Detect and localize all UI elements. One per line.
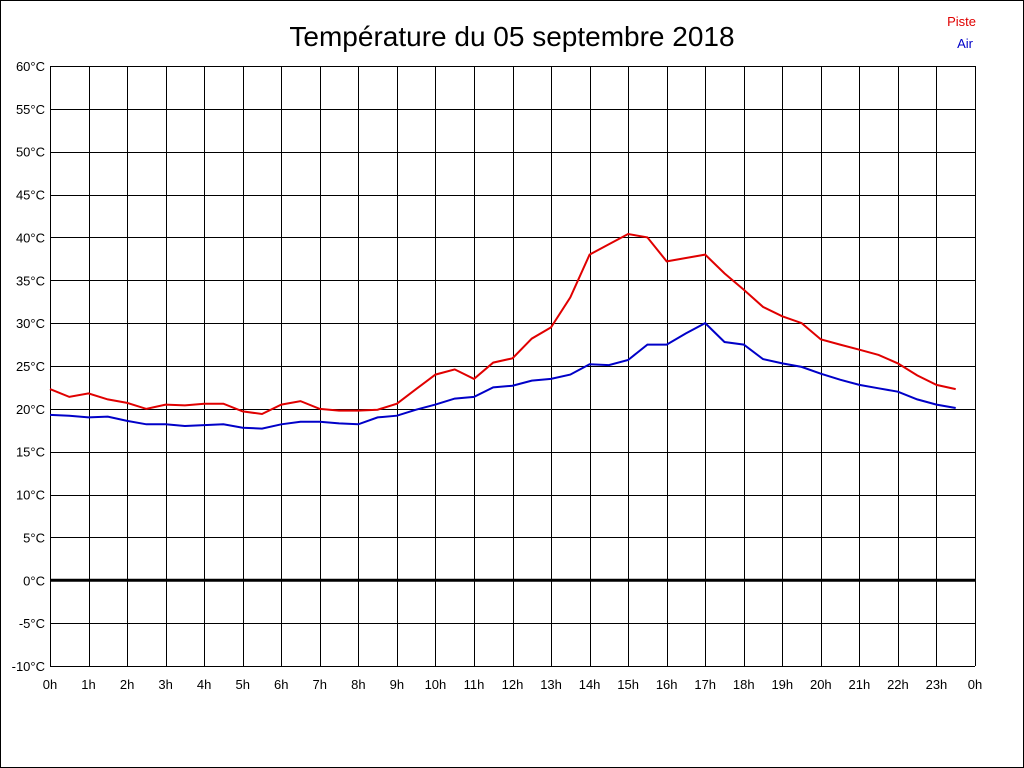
- x-tick-label: 19h: [771, 677, 793, 692]
- x-tick-label: 2h: [120, 677, 134, 692]
- x-tick-label: 16h: [656, 677, 678, 692]
- x-tick-label: 17h: [694, 677, 716, 692]
- legend-entry-air: Air: [957, 36, 974, 51]
- series-line-piste: [49, 232, 956, 416]
- x-tick-label: 15h: [617, 677, 639, 692]
- y-tick-label: 5°C: [23, 530, 45, 545]
- y-tick-label: -5°C: [19, 616, 45, 631]
- x-tick-label: 0h: [43, 677, 57, 692]
- y-tick-label: 60°C: [16, 59, 45, 74]
- x-tick-label: 14h: [579, 677, 601, 692]
- x-tick-label: 12h: [502, 677, 524, 692]
- x-tick-label: 0h: [968, 677, 982, 692]
- y-tick-label: 35°C: [16, 273, 45, 288]
- y-tick-label: -10°C: [12, 659, 45, 674]
- x-tick-label: 9h: [390, 677, 404, 692]
- x-tick-label: 13h: [540, 677, 562, 692]
- y-tick-label: 20°C: [16, 402, 45, 417]
- y-tick-label: 30°C: [16, 316, 45, 331]
- x-tick-label: 10h: [425, 677, 447, 692]
- x-tick-label: 4h: [197, 677, 211, 692]
- x-tick-label: 1h: [81, 677, 95, 692]
- x-tick-label: 7h: [313, 677, 327, 692]
- y-tick-labels: 60°C 55°C 50°C 45°C 40°C 35°C 30°C 25°C 20°C 15°C…: [12, 59, 45, 674]
- y-tick-label: 0°C: [23, 573, 45, 588]
- y-tick-label: 10°C: [16, 488, 45, 503]
- x-tick-labels: 0h 1h 2h 3h 4h 5h 6h 7h 8h 9h 10h 11h 12h 13h 14h 15h 16…: [43, 677, 982, 692]
- y-tick-label: 40°C: [16, 230, 45, 245]
- x-tick-label: 21h: [849, 677, 871, 692]
- x-tick-label: 6h: [274, 677, 288, 692]
- x-tick-label: 11h: [464, 677, 485, 692]
- y-tick-label: 25°C: [16, 359, 45, 374]
- y-tick-label: 50°C: [16, 145, 45, 160]
- chart-title: Température du 05 septembre 2018: [289, 21, 734, 52]
- y-tick-label: 15°C: [16, 445, 45, 460]
- x-tick-label: 20h: [810, 677, 832, 692]
- y-tick-label: 45°C: [16, 188, 45, 203]
- grid: [50, 66, 976, 667]
- x-tick-label: 5h: [235, 677, 249, 692]
- y-tick-label: 55°C: [16, 102, 45, 117]
- series-line-air: [49, 321, 956, 430]
- series-lines: [49, 232, 956, 430]
- x-tick-label: 22h: [887, 677, 909, 692]
- x-tick-label: 18h: [733, 677, 755, 692]
- x-tick-label: 23h: [926, 677, 948, 692]
- x-tick-label: 8h: [351, 677, 365, 692]
- legend-entry-piste: Piste: [947, 14, 976, 29]
- x-tick-label: 3h: [158, 677, 172, 692]
